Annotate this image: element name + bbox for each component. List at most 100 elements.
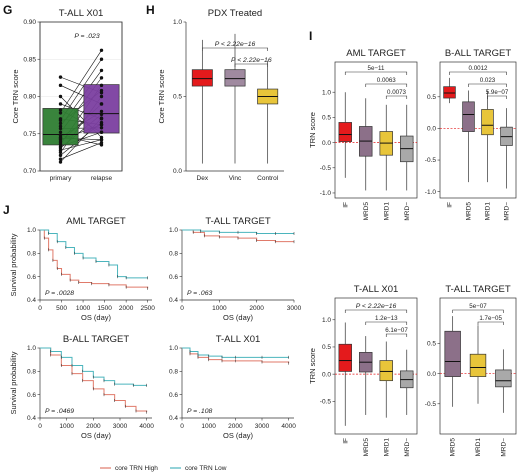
box-Vinc [224,33,246,164]
x-tick-label: 0 [38,423,42,430]
y-tick-label: -0.5 [425,157,437,164]
x-tick-label: 1500 [97,305,112,312]
chart-title: T-ALL X01 [216,334,261,345]
chart-title: B-ALL TARGET [63,334,130,345]
x-tick-label: MRD− [404,438,411,457]
y-tick-label: 0.0 [173,168,182,175]
y-tick-label: 1.0 [322,317,331,324]
survival-curve [40,229,148,279]
data-point [99,68,104,73]
y-tick-label: -0.5 [425,401,437,408]
significance-bracket [449,71,507,75]
x-tick-label: relapse [91,175,113,182]
chart-title: T-ALL TARGET [445,284,510,295]
x-tick-label: MRD1 [485,202,492,221]
box-MRD5 [359,98,373,191]
legend-low-label: core TRN Low [185,465,227,472]
x-tick-label: 0 [180,305,184,312]
x-tick-label: MRD5 [450,438,457,457]
significance-label: 0.0063 [377,77,396,84]
x-tick-label: 2000 [228,423,243,430]
box-MRD5 [359,336,373,415]
box-body [443,86,456,99]
x-tick-label: Vinc [229,175,242,182]
panel-letter-h: H [146,3,155,17]
paired-line [60,142,102,160]
data-point [58,111,63,115]
p-value-annotation: P = .0469 [45,408,74,415]
significance-label: 5e−11 [368,65,385,72]
chart-4: T-ALL X01 -0.5 0.0 0.5 1.0 TRN score IF MRD5 MRD… [308,284,418,457]
x-tick-label: Control [257,175,279,182]
data-point [99,83,104,88]
y-tick-label: 1.0 [173,19,182,26]
data-point [58,126,63,131]
x-tick-label: 3000 [113,423,128,430]
chart-7: T-ALL TARGET 0.4 0.6 0.8 1.0 0 1000 2000 3000 OS … [169,216,302,322]
y-tick-label: 0.90 [23,19,36,26]
box-body [379,360,393,382]
x-tick-label: IF [342,202,349,208]
data-point [58,102,63,106]
y-tick-label: 0.75 [23,131,36,138]
y-tick-label: 0.6 [169,392,178,399]
y-tick-label: 0.5 [173,94,182,101]
chart-1: PDX Treated 0.0 0.5 1.0 Core TRN score Dex Vin… [157,8,284,182]
significance-label: 1.2e−13 [375,315,398,322]
y-tick-label: 0.0 [427,371,436,378]
box-MRD1 [469,325,487,404]
x-tick-label: 2000 [86,423,101,430]
data-point [99,102,104,106]
y-axis-label: TRN score [308,348,317,384]
y-tick-label: 0.5 [322,344,331,351]
y-tick-label: 0.5 [427,94,436,101]
significance-bracket [385,95,408,99]
y-tick-label: 0.8 [169,251,178,258]
y-tick-label: 1.0 [322,89,331,96]
x-tick-label: 3000 [255,423,270,430]
x-tick-label: 2000 [249,305,264,312]
y-tick-label: -1.0 [320,190,332,197]
box-MRD1 [379,341,393,418]
significance-bracket [344,71,408,75]
panel-letter-j: J [3,203,10,217]
box-body [469,353,487,377]
box-MRD− [495,349,512,413]
data-point [99,140,104,145]
survival-curve [40,347,147,386]
y-tick-label: 0.0 [322,140,331,147]
data-point [99,112,104,117]
y-tick-label: 0.6 [27,392,36,399]
x-tick-label: MRD− [504,202,511,221]
significance-bracket [487,95,507,99]
y-tick-label: 0.70 [23,168,36,175]
significance-label: 5e−07 [469,303,487,310]
significance-label: P < 2.22e−16 [231,57,272,64]
p-value-annotation: P = .063 [187,290,212,297]
x-tick-label: MRD1 [383,438,390,457]
x-axis-label: OS (day) [223,313,254,322]
significance-label: 6.1e−07 [385,327,408,334]
box-MRD− [500,108,513,189]
data-point [99,94,104,99]
x-tick-label: 2000 [119,305,134,312]
x-tick-label: primary [50,175,72,182]
significance-label: 0.023 [480,77,496,84]
x-tick-label: 500 [56,305,67,312]
x-axis-label: OS (day) [81,313,112,322]
x-tick-label: MRD5 [363,438,370,457]
x-tick-label: 1000 [59,423,74,430]
significance-bracket [344,309,408,313]
plot-border [334,297,418,435]
data-point [99,48,104,53]
x-tick-label: MRD5 [466,202,473,221]
data-point [58,150,63,155]
x-axis-label: OS (day) [223,431,254,440]
y-tick-label: 0.6 [169,274,178,281]
chart-3: B-ALL TARGET -1.0 -0.5 0.0 0.5 IF MRD5 MRD1 MRD−… [425,48,517,221]
data-point [99,76,104,80]
data-point [58,140,63,144]
x-tick-label: 1000 [76,305,91,312]
